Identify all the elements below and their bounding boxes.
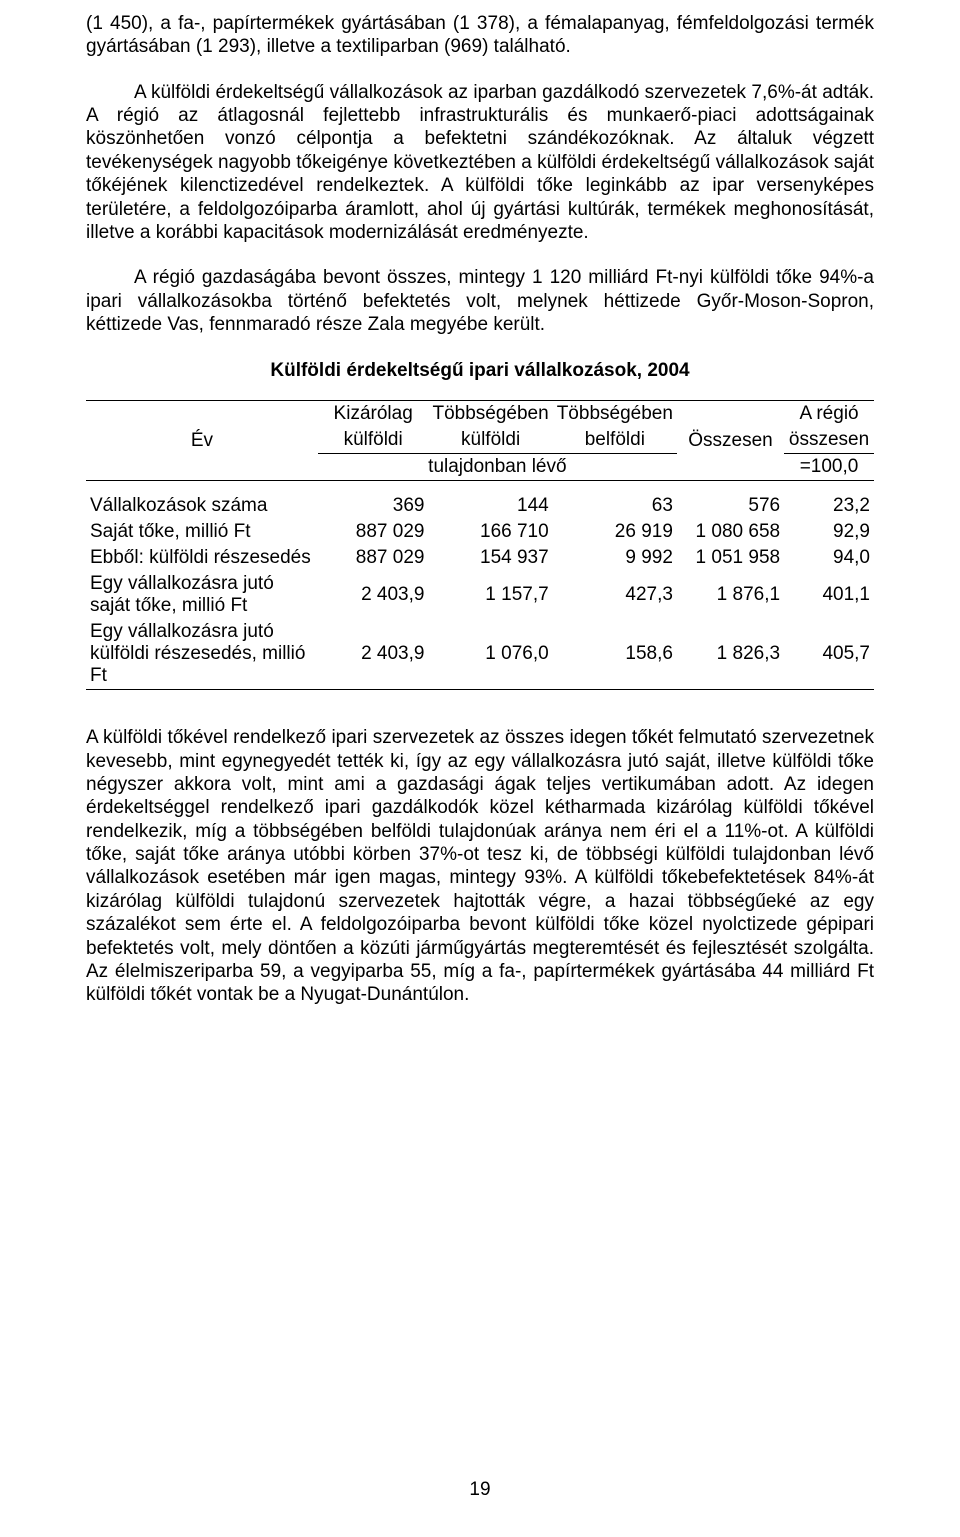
cell: 92,9 (784, 519, 874, 545)
cell: 1 076,0 (428, 619, 552, 690)
paragraph-2: A külföldi érdekeltségű vállalkozások az… (86, 81, 874, 245)
col-header-ev: Év (86, 401, 318, 481)
col-header-c3b: belföldi (553, 427, 677, 454)
cell: 94,0 (784, 545, 874, 571)
paragraph-4: A külföldi tőkével rendelkező ipari szer… (86, 726, 874, 1006)
cell: 427,3 (553, 571, 677, 619)
cell: 576 (677, 493, 784, 519)
col-header-c1b: külföldi (318, 427, 429, 454)
data-table: Év Kizárólag Többségében Többségében Öss… (86, 400, 874, 690)
cell: 23,2 (784, 493, 874, 519)
cell: 887 029 (318, 545, 429, 571)
cell: 63 (553, 493, 677, 519)
cell: 26 919 (553, 519, 677, 545)
row-label: Saját tőke, millió Ft (86, 519, 318, 545)
cell: 1 080 658 (677, 519, 784, 545)
col-subheader-tulajdon: tulajdonban lévő (318, 454, 677, 481)
cell: 401,1 (784, 571, 874, 619)
cell: 154 937 (428, 545, 552, 571)
col-header-c2a: Többségében (428, 401, 552, 428)
col-header-c4: Összesen (677, 401, 784, 481)
col-header-c5a: A régió (784, 401, 874, 428)
cell: 144 (428, 493, 552, 519)
cell: 2 403,9 (318, 619, 429, 690)
cell: 1 876,1 (677, 571, 784, 619)
row-label: Ebből: külföldi részesedés (86, 545, 318, 571)
col-header-c5c: =100,0 (784, 454, 874, 481)
table-row: Ebből: külföldi részesedés 887 029 154 9… (86, 545, 874, 571)
col-header-c1a: Kizárólag (318, 401, 429, 428)
cell: 1 051 958 (677, 545, 784, 571)
cell: 887 029 (318, 519, 429, 545)
cell: 369 (318, 493, 429, 519)
col-header-c2b: külföldi (428, 427, 552, 454)
table-row: Vállalkozások száma 369 144 63 576 23,2 (86, 493, 874, 519)
cell: 2 403,9 (318, 571, 429, 619)
paragraph-3: A régió gazdaságába bevont összes, minte… (86, 266, 874, 336)
row-label: Vállalkozások száma (86, 493, 318, 519)
row-label: Egy vállalkozásra jutó saját tőke, milli… (86, 571, 318, 619)
table-title: Külföldi érdekeltségű ipari vállalkozáso… (86, 360, 874, 382)
col-header-c5b: összesen (784, 427, 874, 454)
cell: 1 157,7 (428, 571, 552, 619)
page-number: 19 (0, 1479, 960, 1501)
table-row: Egy vállalkozásra jutó külföldi részesed… (86, 619, 874, 690)
col-header-c3a: Többségében (553, 401, 677, 428)
row-label: Egy vállalkozásra jutó külföldi részesed… (86, 619, 318, 690)
table-row: Egy vállalkozásra jutó saját tőke, milli… (86, 571, 874, 619)
paragraph-1: (1 450), a fa-, papírtermékek gyártásába… (86, 12, 874, 59)
spacer (86, 690, 874, 726)
cell: 9 992 (553, 545, 677, 571)
cell: 158,6 (553, 619, 677, 690)
cell: 405,7 (784, 619, 874, 690)
page-root: (1 450), a fa-, papírtermékek gyártásába… (0, 0, 960, 1537)
cell: 1 826,3 (677, 619, 784, 690)
table-row: Saját tőke, millió Ft 887 029 166 710 26… (86, 519, 874, 545)
cell: 166 710 (428, 519, 552, 545)
